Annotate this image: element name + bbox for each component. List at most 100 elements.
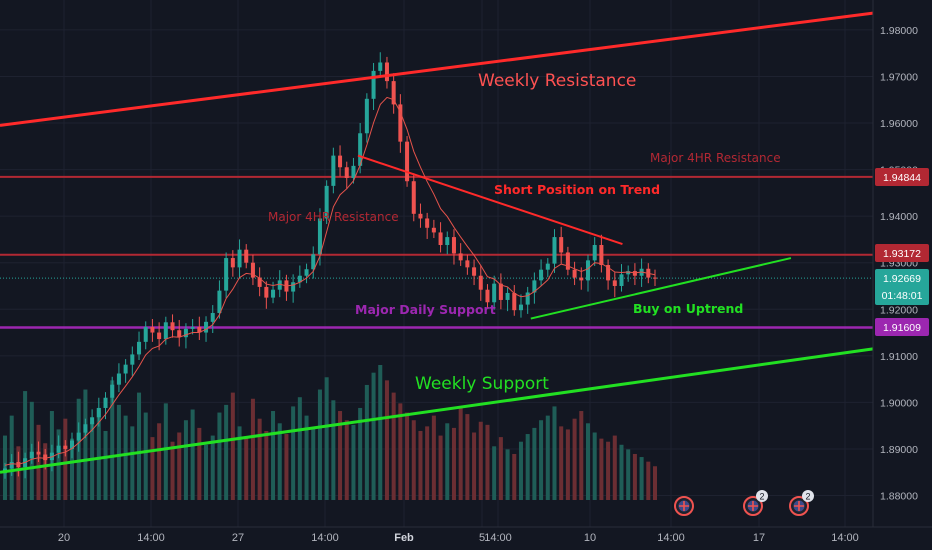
volume-bar (291, 406, 296, 500)
candle-body (324, 185, 329, 219)
volume-bar (116, 404, 121, 500)
major-4hr-resistance-right-label[interactable]: Major 4HR Resistance (650, 151, 781, 165)
volume-bar (559, 426, 564, 500)
weekly-support-label[interactable]: Weekly Support (415, 374, 549, 394)
candle-body (36, 451, 41, 455)
candle-body (150, 326, 155, 333)
candle-body (183, 328, 188, 338)
volume-bar (545, 415, 550, 500)
weekly-resistance-line[interactable] (0, 11, 874, 127)
buy-on-uptrend-label[interactable]: Buy on Uptrend (633, 301, 743, 316)
candle-body (619, 274, 624, 286)
volume-bar (130, 426, 135, 500)
time-axis[interactable]: 20 14:00 27 14:00 Feb 5 14:00 10 14:00 17 14:00 (58, 532, 859, 544)
x-tick-label: 14:00 (657, 532, 685, 544)
volume-bar (478, 421, 483, 500)
candle-body (599, 245, 604, 266)
y-tick-label: 1.96000 (880, 118, 918, 130)
candle-body (478, 275, 483, 290)
level-tag-1-text: 1.94844 (883, 172, 921, 184)
volume-bar (652, 466, 658, 500)
candle-body (411, 181, 416, 214)
volume-bar (237, 426, 242, 500)
major-daily-support-label[interactable]: Major Daily Support (355, 302, 496, 317)
short-trend-line[interactable] (357, 154, 623, 246)
y-tick-label: 1.89000 (880, 444, 918, 456)
candle-body (518, 304, 523, 311)
volume-bar (505, 449, 510, 500)
candle-body (230, 258, 235, 268)
volume-bar (297, 397, 302, 500)
x-tick-label: 10 (584, 532, 596, 544)
candle-body (76, 432, 81, 441)
volume-bar (311, 427, 316, 500)
volume-bar (451, 427, 456, 500)
volume-bar (646, 461, 651, 500)
x-tick-label: 17 (753, 532, 765, 544)
uptrend-line[interactable] (530, 257, 792, 320)
volume-bar (425, 426, 430, 500)
volume-bar (157, 423, 162, 500)
candle-body (626, 271, 631, 275)
major-4hr-resistance-left-label[interactable]: Major 4HR Resistance (268, 210, 399, 224)
x-tick-label: 14:00 (484, 532, 512, 544)
volume-bar (36, 424, 41, 500)
weekly-resistance-label[interactable]: Weekly Resistance (478, 71, 636, 91)
candle-body (632, 271, 637, 276)
volume-bar (324, 377, 329, 500)
volume-bar (338, 411, 343, 500)
volume-bar (565, 429, 570, 500)
volume-bar (498, 437, 503, 500)
volume-bar (257, 418, 262, 500)
volume-bar (344, 420, 349, 500)
current-price-tag: 1.92669 01:48:01 (875, 269, 929, 305)
candle-body (197, 326, 202, 333)
y-tick-label: 1.90000 (880, 397, 918, 409)
news-flag-uk-3[interactable]: 2 (789, 490, 814, 516)
trendlines[interactable] (0, 11, 874, 474)
candle-body (70, 440, 75, 449)
volume-bar (123, 415, 128, 500)
volume-bar (43, 443, 48, 500)
weekly-support-line[interactable] (0, 347, 874, 474)
candle-body (391, 81, 396, 105)
candle-body (545, 263, 550, 270)
news-flag-uk-2[interactable]: 2 (743, 490, 768, 516)
candle-body (250, 262, 255, 278)
level-tag-3-text: 1.91609 (883, 322, 921, 334)
volume-bar (532, 427, 537, 500)
candle-body (190, 326, 195, 329)
short-position-label[interactable]: Short Position on Trend (494, 182, 660, 197)
volume-bar (271, 411, 276, 500)
volume-bar (284, 434, 289, 500)
volume-bar (418, 430, 423, 500)
candle-body (398, 104, 403, 142)
volume-bar (472, 432, 477, 500)
candle-body (592, 245, 597, 261)
y-tick-label: 1.88000 (880, 491, 918, 503)
volume-bar (23, 391, 28, 500)
candle-body (344, 167, 349, 178)
candle-body (364, 98, 369, 134)
candle-body (116, 373, 121, 385)
candle-body (237, 249, 242, 268)
candle-body (264, 286, 269, 298)
candle-body (358, 133, 363, 166)
volume-bar (525, 434, 530, 500)
volume-bar (539, 420, 544, 500)
candle-body (472, 267, 477, 276)
x-tick-label: 14:00 (311, 532, 339, 544)
volume-bar (371, 372, 376, 500)
candle-body (438, 232, 443, 246)
volume-bar (579, 411, 584, 500)
x-tick-label: 20 (58, 532, 70, 544)
volume-bar (518, 441, 523, 500)
countdown-text: 01:48:01 (882, 290, 923, 302)
candle-body (652, 277, 658, 279)
volume-bar (552, 406, 557, 500)
level-tag-2: 1.93172 (875, 244, 929, 262)
y-tick-label: 1.97000 (880, 71, 918, 83)
candle-body (458, 253, 463, 261)
news-flag-uk-1[interactable] (674, 496, 694, 516)
